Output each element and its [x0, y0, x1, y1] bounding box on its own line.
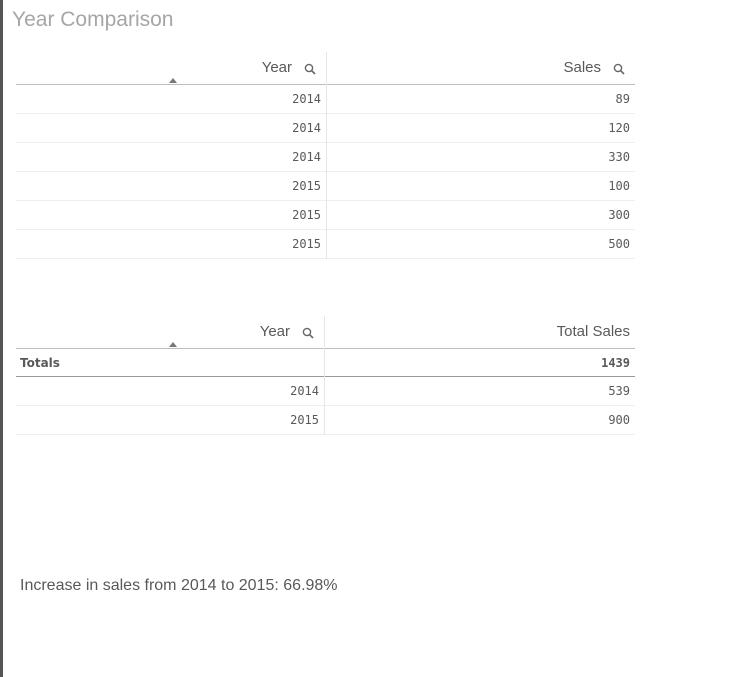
column-divider	[324, 316, 325, 435]
column-header[interactable]: Year	[16, 52, 326, 85]
table-cell: 330	[608, 150, 630, 164]
table-cell: 2015	[290, 413, 319, 427]
sales-table: Year Sales 2014 89 2014 120 2014 330 2015 100 2015…	[16, 52, 635, 259]
search-icon[interactable]	[304, 63, 316, 75]
increase-text: Increase in sales from 2014 to 2015: 66.…	[20, 577, 338, 594]
table-row: 2014 89	[16, 85, 635, 114]
column-header[interactable]: Year	[16, 316, 324, 349]
table-cell: 900	[608, 413, 630, 427]
table-cell: 2015	[292, 208, 321, 222]
table-cell: 2014	[290, 384, 319, 398]
sort-indicator	[169, 342, 177, 347]
table-cell: 2014	[292, 92, 321, 106]
table-row: 2015 300	[16, 201, 635, 230]
table-cell: Totals	[20, 356, 60, 370]
table-cell: 1439	[601, 356, 630, 370]
table-row: 2014 539	[16, 377, 635, 406]
table-row: 2015 500	[16, 230, 635, 259]
left-border	[0, 0, 3, 677]
table-cell: 100	[608, 179, 630, 193]
table-cell: 500	[608, 237, 630, 251]
table-cell: 539	[608, 384, 630, 398]
column-divider	[326, 52, 327, 259]
table-cell: 89	[615, 92, 630, 106]
search-icon[interactable]	[302, 327, 314, 339]
table-cell: 2014	[292, 150, 321, 164]
sheet-title: Year Comparison	[12, 8, 174, 31]
totals-table: Year Total Sales Totals 1439 2014 539 2015 900	[16, 316, 635, 435]
totals-row: Totals 1439	[16, 349, 635, 377]
table-row: 2014 120	[16, 114, 635, 143]
table-cell: 2014	[292, 121, 321, 135]
search-icon[interactable]	[613, 63, 625, 75]
table-cell: 120	[608, 121, 630, 135]
table-row: 2015 900	[16, 406, 635, 435]
table-cell: 2015	[292, 237, 321, 251]
table-cell: 2015	[292, 179, 321, 193]
table-row: 2015 100	[16, 172, 635, 201]
sort-indicator	[169, 78, 177, 83]
table-cell: 300	[608, 208, 630, 222]
column-header[interactable]: Sales	[326, 52, 635, 85]
column-header[interactable]: Total Sales	[324, 316, 635, 349]
table-row: 2014 330	[16, 143, 635, 172]
